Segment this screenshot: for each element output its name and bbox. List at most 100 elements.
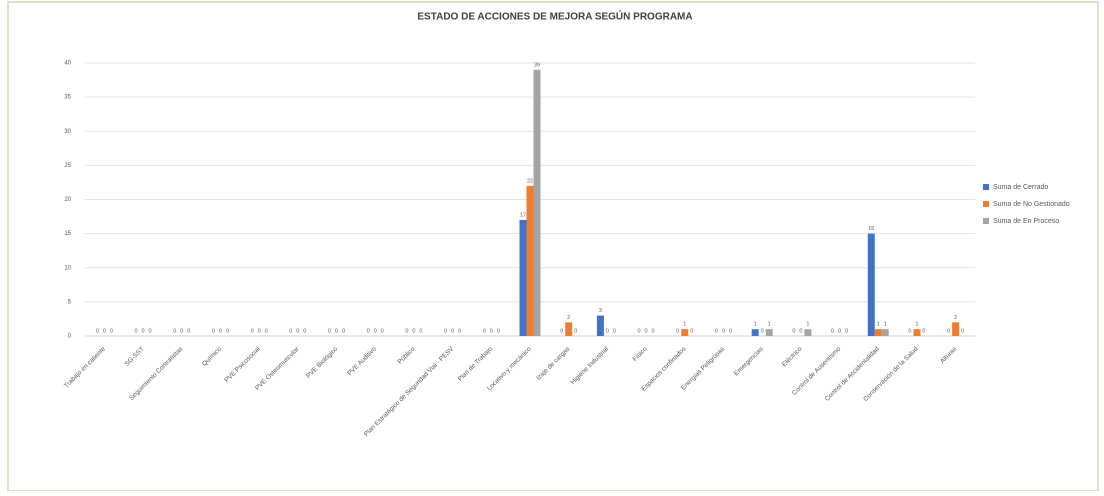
data-label: 0	[838, 328, 841, 334]
data-label: 0	[335, 328, 338, 334]
y-tick-label: 40	[64, 61, 71, 67]
data-label: 0	[405, 328, 408, 334]
y-tick-label: 25	[64, 163, 71, 169]
bar	[596, 315, 604, 336]
bar	[765, 329, 773, 336]
data-label: 0	[251, 328, 254, 334]
legend-label: Suma de Cerrado	[993, 184, 1048, 191]
bar	[565, 322, 573, 336]
data-label: 0	[212, 328, 215, 334]
data-label: 17	[520, 212, 526, 218]
chart-title: ESTADO DE ACCIONES DE MEJORA SEGÚN PROGR…	[417, 10, 692, 23]
data-label: 0	[560, 328, 563, 334]
data-label: 0	[381, 328, 384, 334]
data-label: 1	[683, 322, 686, 328]
bar	[533, 69, 541, 336]
data-label: 1	[768, 322, 771, 328]
data-label: 0	[715, 328, 718, 334]
y-tick-label: 20	[64, 197, 71, 203]
data-label: 0	[613, 328, 616, 334]
data-label: 0	[135, 328, 138, 334]
legend-label: Suma de No Gestionado	[993, 201, 1070, 208]
bar	[526, 185, 534, 336]
data-label: 0	[490, 328, 493, 334]
legend-label: Suma de En Proceso	[993, 218, 1059, 225]
data-label: 0	[226, 328, 229, 334]
data-label: 0	[799, 328, 802, 334]
y-tick-label: 0	[68, 334, 72, 340]
data-label: 0	[483, 328, 486, 334]
data-label: 0	[412, 328, 415, 334]
bar	[874, 329, 882, 336]
data-label: 0	[444, 328, 447, 334]
data-label: 1	[754, 322, 757, 328]
data-label: 0	[96, 328, 99, 334]
bar	[751, 329, 759, 336]
data-label: 0	[606, 328, 609, 334]
data-label: 2	[954, 315, 957, 321]
data-label: 2	[567, 315, 570, 321]
chart-frame	[7, 1, 1099, 492]
data-label: 0	[149, 328, 152, 334]
y-tick-label: 35	[64, 95, 71, 101]
legend-swatch	[983, 184, 989, 190]
data-label: 0	[296, 328, 299, 334]
legend-swatch	[983, 201, 989, 207]
data-label: 0	[451, 328, 454, 334]
data-label: 0	[922, 328, 925, 334]
data-label: 0	[831, 328, 834, 334]
data-label: 3	[599, 308, 602, 314]
data-label: 0	[652, 328, 655, 334]
data-label: 0	[289, 328, 292, 334]
data-label: 0	[574, 328, 577, 334]
data-label: 0	[265, 328, 268, 334]
data-label: 0	[374, 328, 377, 334]
data-label: 0	[110, 328, 113, 334]
bar	[867, 233, 875, 336]
data-label: 0	[845, 328, 848, 334]
data-label: 0	[258, 328, 261, 334]
data-label: 0	[419, 328, 422, 334]
data-label: 0	[908, 328, 911, 334]
data-label: 0	[187, 328, 190, 334]
y-tick-label: 10	[64, 265, 71, 271]
data-label: 1	[915, 322, 918, 328]
data-label: 39	[534, 62, 540, 68]
data-label: 0	[729, 328, 732, 334]
data-label: 22	[527, 178, 533, 184]
data-label: 15	[868, 226, 874, 232]
y-tick-label: 5	[68, 299, 72, 305]
data-label: 0	[645, 328, 648, 334]
legend-swatch	[983, 218, 989, 224]
bar	[681, 329, 689, 336]
data-label: 0	[328, 328, 331, 334]
bar	[913, 329, 921, 336]
data-label: 0	[676, 328, 679, 334]
data-label: 0	[722, 328, 725, 334]
data-label: 0	[219, 328, 222, 334]
data-label: 0	[173, 328, 176, 334]
data-label: 1	[877, 322, 880, 328]
data-label: 0	[142, 328, 145, 334]
bar	[519, 219, 527, 336]
bar	[804, 329, 812, 336]
data-label: 0	[367, 328, 370, 334]
data-label: 0	[947, 328, 950, 334]
data-label: 0	[342, 328, 345, 334]
data-label: 0	[103, 328, 106, 334]
bar	[881, 329, 889, 336]
y-tick-label: 30	[64, 129, 71, 135]
data-label: 1	[806, 322, 809, 328]
data-label: 0	[638, 328, 641, 334]
data-label: 0	[761, 328, 764, 334]
data-label: 1	[884, 322, 887, 328]
data-label: 0	[690, 328, 693, 334]
data-label: 0	[458, 328, 461, 334]
data-label: 0	[497, 328, 500, 334]
data-label: 0	[961, 328, 964, 334]
data-label: 0	[180, 328, 183, 334]
data-label: 0	[792, 328, 795, 334]
bar	[952, 322, 960, 336]
